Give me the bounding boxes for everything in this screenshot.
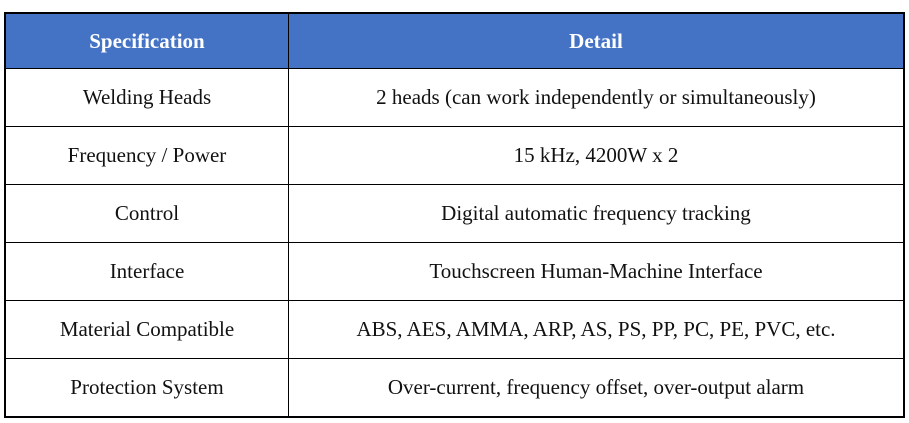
table-row: Frequency / Power 15 kHz, 4200W x 2 [4, 126, 905, 185]
spec-cell: Protection System [4, 358, 289, 418]
spec-cell: Control [4, 184, 289, 243]
detail-cell: 2 heads (can work independently or simul… [288, 68, 905, 127]
detail-cell: Over-current, frequency offset, over-out… [288, 358, 905, 418]
header-detail: Detail [288, 12, 905, 69]
detail-cell: Digital automatic frequency tracking [288, 184, 905, 243]
spec-cell: Welding Heads [4, 68, 289, 127]
detail-cell: Touchscreen Human-Machine Interface [288, 242, 905, 301]
detail-cell: 15 kHz, 4200W x 2 [288, 126, 905, 185]
detail-cell: ABS, AES, AMMA, ARP, AS, PS, PP, PC, PE,… [288, 300, 905, 359]
spec-table: Specification Detail Welding Heads 2 hea… [4, 12, 905, 418]
spec-cell: Frequency / Power [4, 126, 289, 185]
header-row: Specification Detail [4, 12, 905, 69]
header-specification: Specification [4, 12, 289, 69]
table-row: Interface Touchscreen Human-Machine Inte… [4, 242, 905, 301]
table-row: Welding Heads 2 heads (can work independ… [4, 68, 905, 127]
table-row: Control Digital automatic frequency trac… [4, 184, 905, 243]
spec-cell: Interface [4, 242, 289, 301]
spec-cell: Material Compatible [4, 300, 289, 359]
table-row: Protection System Over-current, frequenc… [4, 358, 905, 418]
table-row: Material Compatible ABS, AES, AMMA, ARP,… [4, 300, 905, 359]
